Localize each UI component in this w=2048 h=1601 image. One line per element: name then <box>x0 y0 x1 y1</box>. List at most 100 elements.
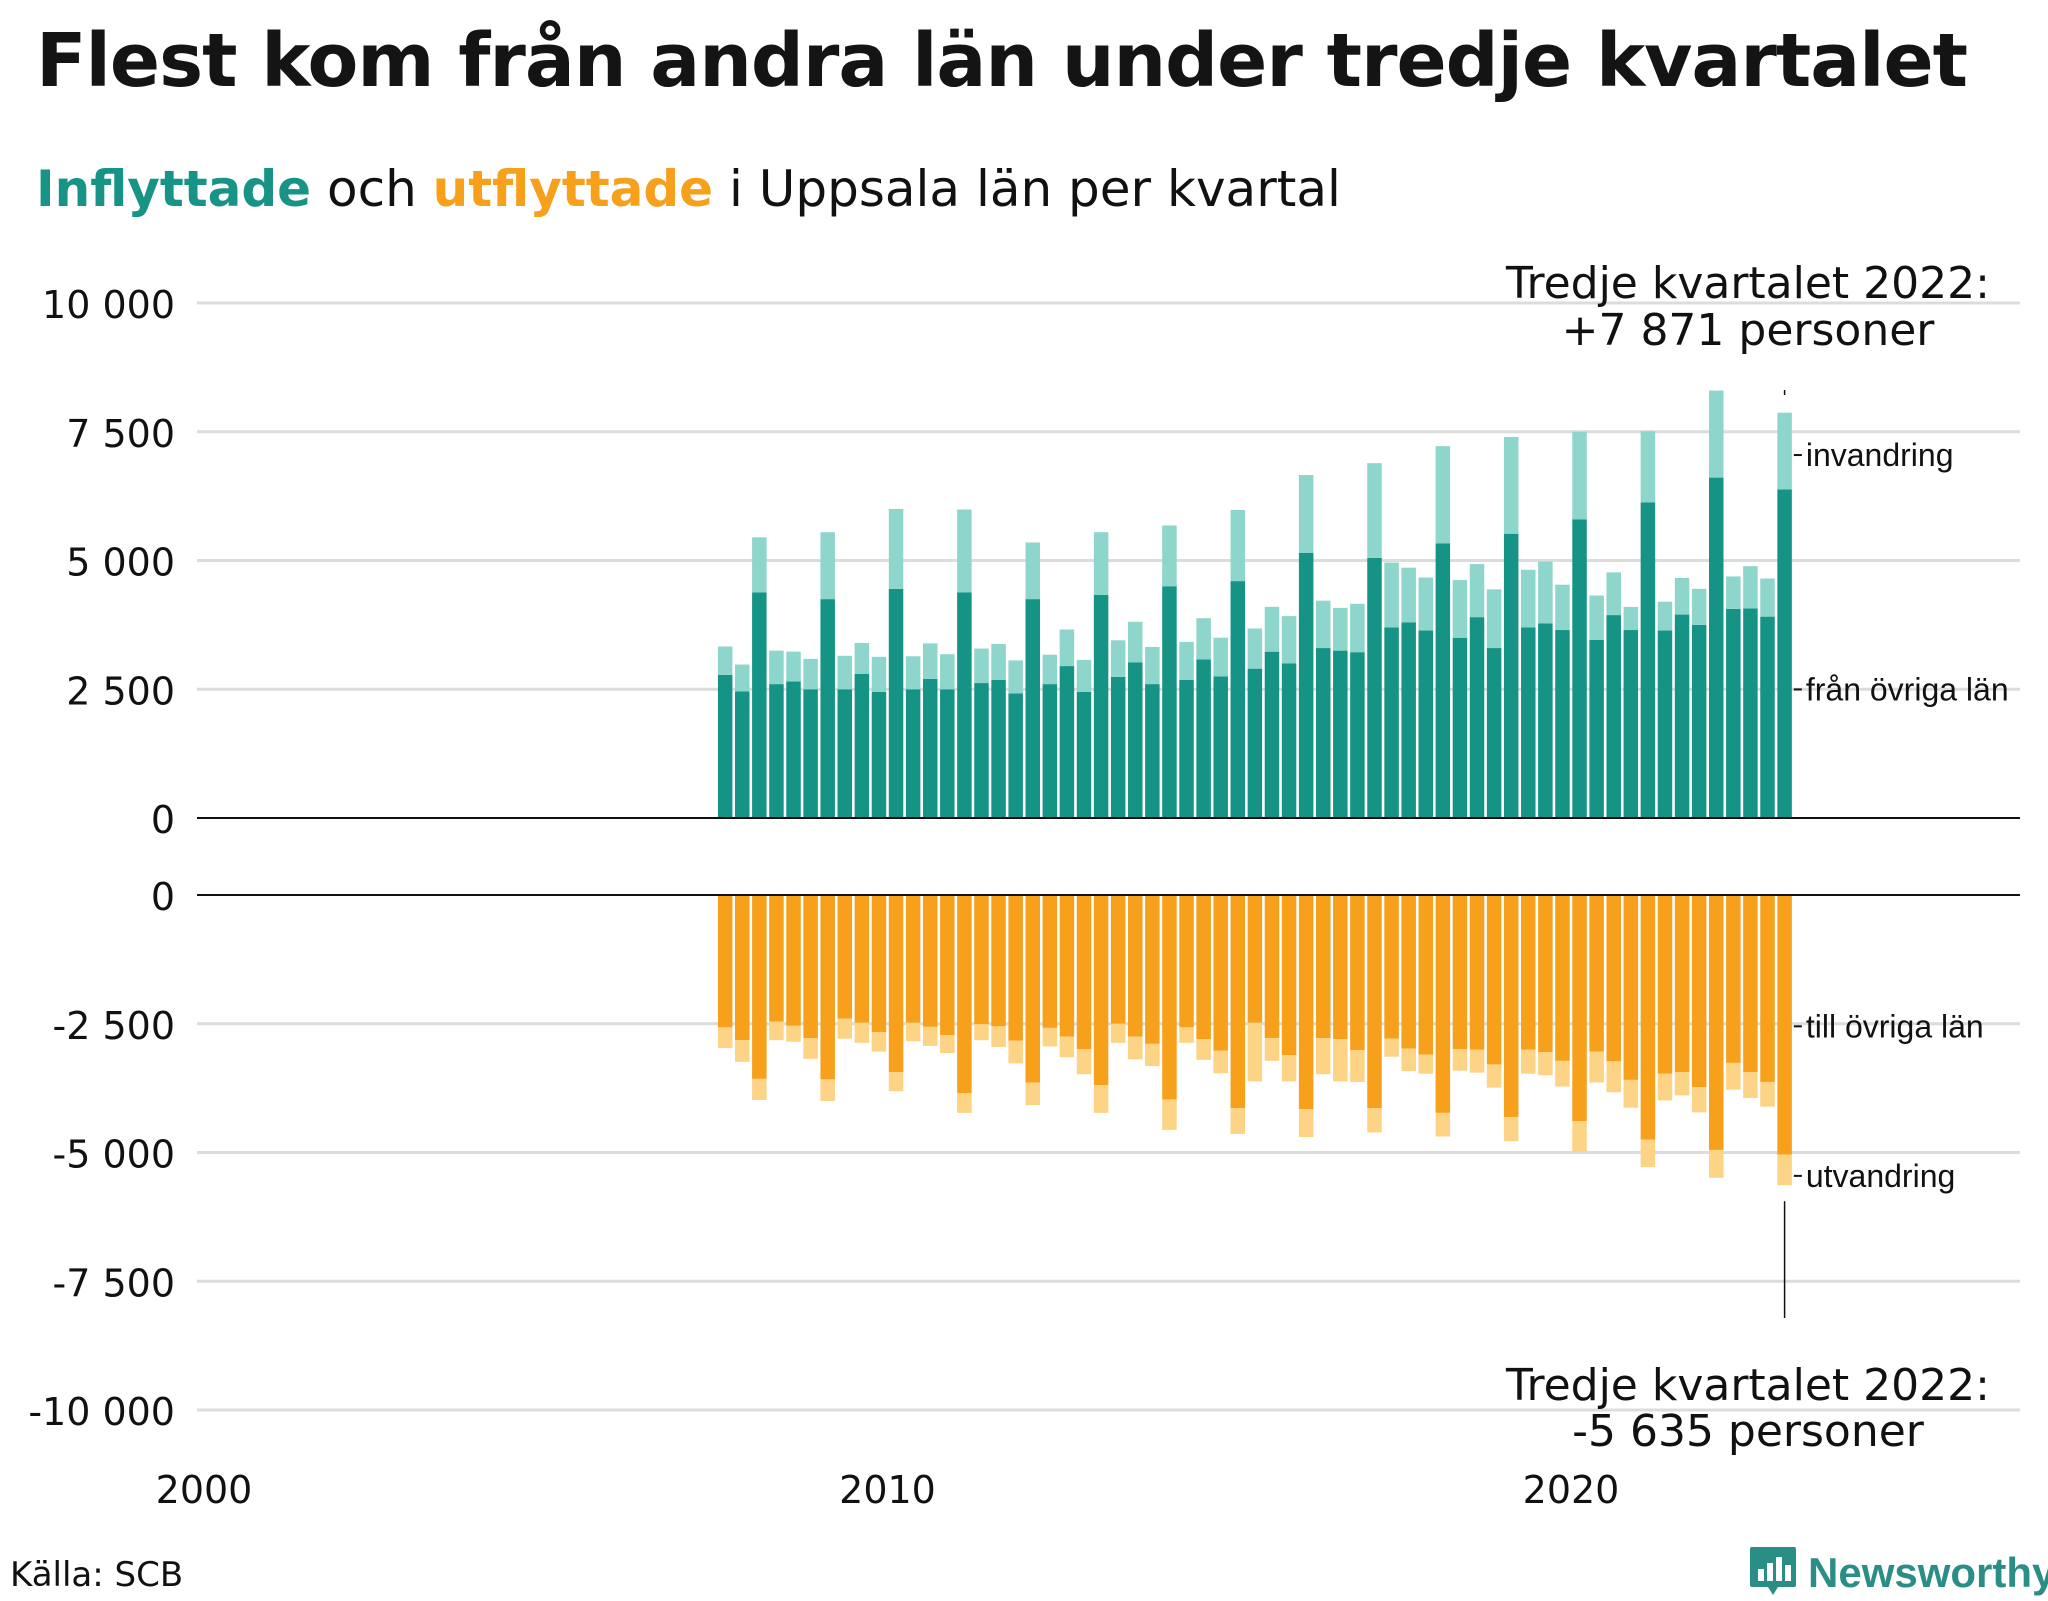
bar-utvandring <box>1008 1040 1023 1064</box>
bar-invandring <box>1521 569 1536 628</box>
bar-till-ovriga-lan <box>1418 895 1434 1055</box>
bar-till-ovriga-lan <box>786 895 801 1026</box>
bar-utvandring <box>1743 1072 1758 1098</box>
bar-fran-ovriga-lan <box>1145 684 1160 818</box>
bar-utvandring <box>1555 1060 1570 1087</box>
bar-till-ovriga-lan <box>1469 895 1485 1050</box>
bar-till-ovriga-lan <box>820 895 835 1080</box>
bar-utvandring <box>769 1021 784 1041</box>
bar-invandring <box>1128 621 1143 663</box>
bar-utvandring <box>1708 1149 1724 1178</box>
y-tick-label: -5 000 <box>53 1133 176 1177</box>
bar-utvandring <box>1247 1022 1263 1082</box>
series-label: från övriga län <box>1806 671 2009 707</box>
bar-fran-ovriga-lan <box>820 599 835 818</box>
series-label: invandring <box>1806 437 1954 473</box>
bar-fran-ovriga-lan <box>1589 639 1604 818</box>
bar-invandring <box>717 646 733 675</box>
bar-fran-ovriga-lan <box>1247 668 1263 818</box>
bar-fran-ovriga-lan <box>1606 615 1621 818</box>
bar-fran-ovriga-lan <box>957 592 972 818</box>
bar-invandring <box>940 654 955 690</box>
bar-fran-ovriga-lan <box>888 588 904 818</box>
bar-till-ovriga-lan <box>1093 895 1109 1086</box>
bar-invandring <box>991 643 1006 680</box>
bar-utvandring <box>1418 1054 1434 1074</box>
bar-till-ovriga-lan <box>1743 895 1758 1073</box>
bar-utvandring <box>752 1078 767 1100</box>
bar-utvandring <box>735 1040 750 1062</box>
bar-utvandring <box>1264 1038 1280 1061</box>
brand-logo: Newsworthy <box>1748 1545 2048 1601</box>
bar-till-ovriga-lan <box>1213 895 1228 1051</box>
bar-utvandring <box>1179 1027 1194 1043</box>
bar-till-ovriga-lan <box>854 895 870 1023</box>
bar-utvandring <box>922 1026 938 1046</box>
bar-invandring <box>786 651 801 682</box>
bar-utvandring <box>1435 1112 1451 1137</box>
subtitle-inflyttade: Inflyttade <box>36 160 312 218</box>
annotation-bottom-line1: Tredje kvartalet 2022: <box>1505 1360 1990 1411</box>
bar-invandring <box>837 655 853 690</box>
bar-invandring <box>1350 603 1365 653</box>
bar-invandring <box>1572 431 1587 520</box>
bar-utvandring <box>991 1026 1006 1047</box>
series-label: utvandring <box>1806 1158 1955 1194</box>
y-tick-label: 2 500 <box>66 669 175 713</box>
bar-till-ovriga-lan <box>1538 895 1553 1053</box>
bar-till-ovriga-lan <box>1367 895 1382 1109</box>
bar-invandring <box>1367 463 1382 558</box>
bar-till-ovriga-lan <box>1503 895 1519 1117</box>
grid-layer <box>197 301 2020 1412</box>
bar-fran-ovriga-lan <box>1384 627 1399 818</box>
bar-fran-ovriga-lan <box>940 689 955 818</box>
bar-invandring <box>1640 431 1656 503</box>
bar-fran-ovriga-lan <box>1230 581 1246 818</box>
bar-invandring <box>1452 580 1468 638</box>
bar-fran-ovriga-lan <box>1623 630 1639 818</box>
bar-fran-ovriga-lan <box>1093 595 1109 818</box>
bar-utvandring <box>1640 1139 1656 1167</box>
bar-fran-ovriga-lan <box>1521 627 1536 818</box>
x-tick-label: 2000 <box>156 1468 253 1512</box>
bar-invandring <box>1333 607 1348 651</box>
bar-utvandring <box>1315 1038 1331 1075</box>
annotation-top-line1: Tredje kvartalet 2022: <box>1505 258 1990 309</box>
bar-chart-logo-icon <box>1750 1547 1796 1595</box>
bar-fran-ovriga-lan <box>1777 489 1792 818</box>
bar-fran-ovriga-lan <box>1315 648 1331 818</box>
bar-till-ovriga-lan <box>735 895 750 1041</box>
chart-subtitle: Inflyttade och utflyttade i Uppsala län … <box>36 160 1341 218</box>
bar-utvandring <box>1503 1116 1519 1142</box>
bar-fran-ovriga-lan <box>1213 676 1228 818</box>
bar-invandring <box>1777 412 1792 490</box>
bar-utvandring <box>1281 1055 1297 1082</box>
bar-till-ovriga-lan <box>1333 895 1348 1040</box>
brand-name: Newsworthy <box>1808 1549 2048 1596</box>
bar-invandring <box>1691 588 1707 625</box>
y-tick-label: 5 000 <box>66 541 175 585</box>
bar-fran-ovriga-lan <box>1674 614 1690 818</box>
bar-utvandring <box>1469 1049 1485 1073</box>
bar-till-ovriga-lan <box>1264 895 1280 1039</box>
bar-fran-ovriga-lan <box>1059 666 1075 818</box>
bar-invandring <box>1503 436 1519 534</box>
bar-fran-ovriga-lan <box>1555 630 1570 818</box>
bar-fran-ovriga-lan <box>1503 533 1519 818</box>
bar-fran-ovriga-lan <box>735 691 750 818</box>
bar-utvandring <box>717 1027 733 1048</box>
bar-till-ovriga-lan <box>1281 895 1297 1056</box>
bar-invandring <box>1606 572 1621 616</box>
bar-fran-ovriga-lan <box>1042 684 1058 818</box>
bar-till-ovriga-lan <box>888 895 904 1073</box>
bar-till-ovriga-lan <box>1196 895 1211 1040</box>
bar-fran-ovriga-lan <box>905 689 921 818</box>
bar-fran-ovriga-lan <box>1418 630 1434 818</box>
bar-utvandring <box>905 1022 921 1042</box>
bar-utvandring <box>1298 1109 1314 1138</box>
bar-fran-ovriga-lan <box>1640 502 1656 818</box>
bar-till-ovriga-lan <box>957 895 972 1094</box>
bar-fran-ovriga-lan <box>871 691 887 818</box>
bar-invandring <box>1196 618 1211 660</box>
